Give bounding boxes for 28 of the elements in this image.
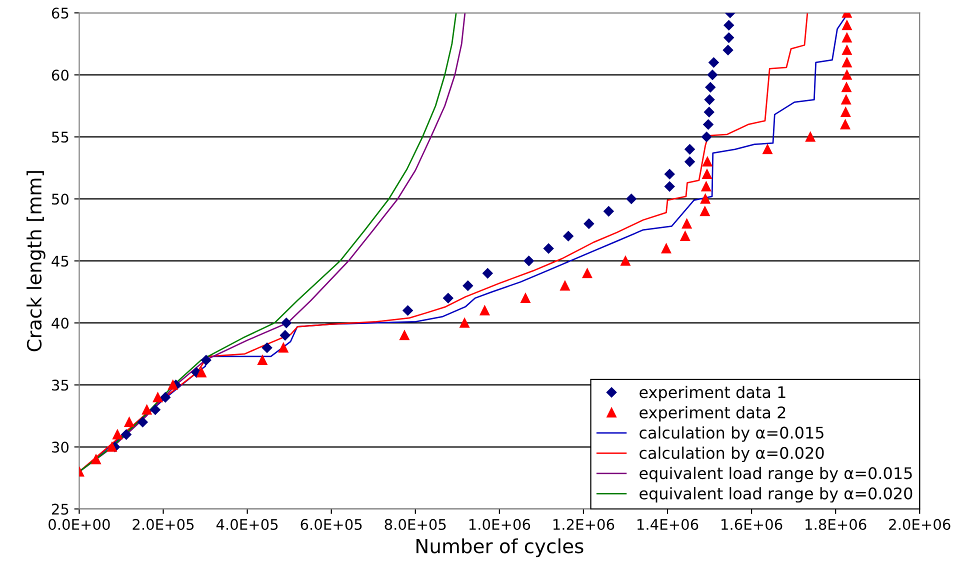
x-tick-label: 0.0E+00 <box>48 518 110 530</box>
y-tick-label: 65 <box>52 8 68 19</box>
x-tick-label: 4.0E+05 <box>216 518 278 530</box>
y-tick-label: 55 <box>52 132 68 143</box>
legend-label: calculation by α=0.015 <box>640 426 824 442</box>
y-tick-label: 35 <box>52 380 68 391</box>
legend-label: equivalent load range by α=0.020 <box>640 487 912 503</box>
x-tick-label: 6.0E+05 <box>300 518 362 530</box>
legend-label: experiment data 2 <box>640 406 786 422</box>
x-tick-label: 2.0E+05 <box>132 518 194 530</box>
x-tick-label: 1.4E+06 <box>638 518 698 530</box>
x-axis-title: Number of cycles <box>416 538 584 558</box>
y-tick-label: 45 <box>52 256 68 267</box>
y-tick-label: 60 <box>52 70 69 81</box>
y-tick-label: 30 <box>52 442 69 453</box>
x-tick-label: 8.0E+05 <box>384 518 446 530</box>
x-tick-label: 1.6E+06 <box>722 518 782 530</box>
y-axis-title: Crack length [mm] <box>26 171 46 352</box>
legend-label: experiment data 1 <box>640 386 786 402</box>
x-tick-label: 1.0E+06 <box>469 518 530 530</box>
x-tick-label: 1.2E+06 <box>553 518 614 530</box>
y-tick-label: 25 <box>52 504 68 515</box>
y-tick-label: 50 <box>52 194 69 205</box>
x-tick-label: 1.8E+06 <box>806 518 866 530</box>
x-tick-label: 2.0E+06 <box>889 518 950 530</box>
legend-label: equivalent load range by α=0.015 <box>640 466 912 482</box>
y-tick-label: 40 <box>52 318 69 329</box>
legend-label: calculation by α=0.020 <box>640 446 824 462</box>
